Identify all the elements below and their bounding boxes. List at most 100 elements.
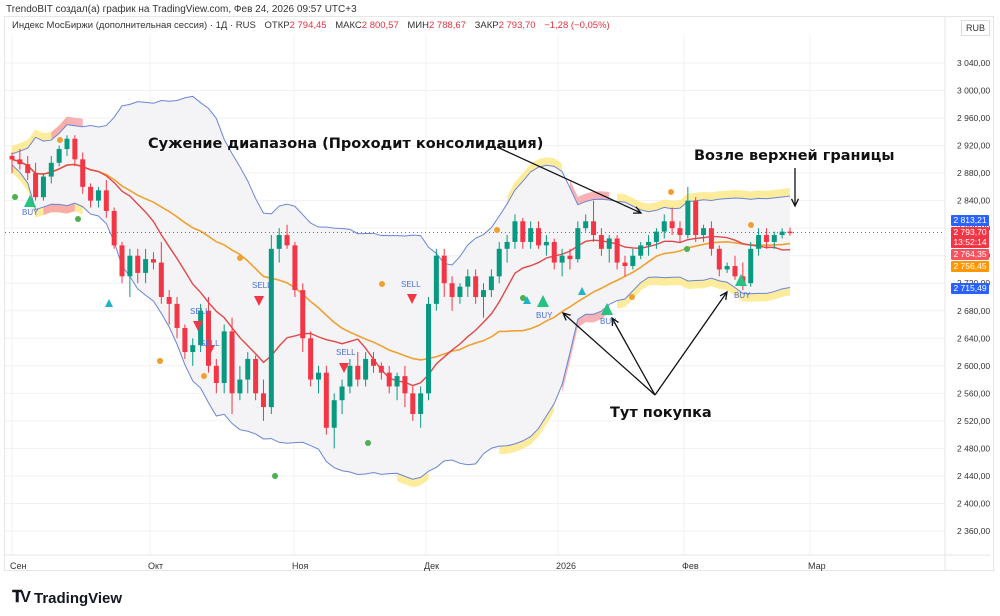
marker-dot-icon: [748, 222, 754, 228]
close-label: ЗАКР: [474, 20, 499, 31]
candle: [119, 245, 125, 277]
arrow-head-icon: [632, 206, 643, 214]
candle: [418, 393, 424, 414]
marker-dot-icon: [365, 440, 371, 446]
candle: [591, 221, 597, 236]
y-tick-label: 2 480,00: [957, 443, 990, 453]
price-tag-value: 2 756,45: [953, 261, 987, 271]
squeeze-zone: [617, 277, 790, 309]
candle: [300, 290, 306, 339]
candle: [315, 372, 321, 380]
candle: [127, 255, 133, 277]
candle: [72, 138, 78, 160]
candle: [378, 365, 384, 373]
candle: [363, 358, 369, 380]
candle: [386, 372, 392, 387]
candle: [339, 386, 345, 401]
sell-signal-icon: [407, 294, 417, 304]
candles: [9, 135, 793, 449]
open-value: 2 794,45: [289, 20, 327, 31]
candle: [135, 255, 141, 273]
price-tag: 2 756,45: [951, 261, 989, 272]
brand-name: TradingView: [33, 589, 123, 607]
candle: [103, 190, 109, 211]
candle: [583, 221, 589, 229]
candle: [606, 238, 612, 249]
buy-signal-icon: [537, 295, 549, 307]
candle: [33, 173, 39, 198]
candle: [205, 310, 211, 366]
candle: [198, 310, 204, 346]
candle: [520, 221, 526, 242]
marker-dot-icon: [12, 194, 18, 200]
sell-label: SELL: [336, 348, 356, 357]
price-tag-value: 2 793,70: [953, 227, 987, 237]
candle: [56, 149, 62, 163]
candle: [111, 210, 117, 246]
price-tag: 2 793,70 13:52:14: [951, 227, 989, 248]
price-tag: 2 813,21: [951, 215, 989, 226]
candle: [724, 266, 730, 270]
sell-label: SELL: [401, 280, 421, 289]
arrow-head-icon: [719, 290, 728, 301]
candle: [504, 241, 510, 249]
buy-signal-icon: [735, 274, 747, 286]
candle: [630, 255, 636, 267]
buy-signal-icon: [601, 303, 613, 315]
candle: [190, 345, 196, 353]
candle: [276, 235, 282, 249]
low-label: МИН: [407, 20, 429, 31]
y-tick-label: 2 960,00: [957, 113, 990, 123]
candle: [40, 176, 46, 198]
candle: [701, 228, 707, 236]
y-tick-label: 2 600,00: [957, 361, 990, 371]
candle: [158, 262, 164, 297]
candle: [268, 248, 274, 408]
candle: [402, 376, 408, 394]
candle: [473, 276, 479, 297]
y-tick-label: 2 680,00: [957, 306, 990, 316]
candle: [182, 327, 188, 353]
candle: [229, 331, 235, 394]
sell-signal-icon: [193, 321, 203, 331]
candle: [748, 248, 754, 284]
buy-signal-icon: [24, 195, 36, 207]
candle: [638, 245, 644, 256]
candle: [441, 255, 447, 284]
y-tick-label: 2 520,00: [957, 416, 990, 426]
marker-dot-icon: [57, 137, 63, 143]
marker-dot-icon: [272, 473, 278, 479]
sell-signal-icon: [339, 363, 349, 373]
candle: [771, 235, 777, 242]
marker-dot-icon: [75, 216, 81, 222]
candle: [25, 164, 31, 174]
candle: [716, 248, 722, 270]
tradingview-brand[interactable]: 𝐓V TradingView: [12, 589, 122, 607]
x-tick-label: 2026: [556, 561, 577, 571]
marker-dot-icon: [157, 358, 163, 364]
buy-label: BUY: [734, 291, 751, 300]
annotation-arrow: [611, 317, 656, 396]
candle: [512, 221, 518, 242]
candle: [449, 283, 455, 297]
candle: [575, 228, 581, 260]
squeeze-zone: [51, 116, 83, 141]
candle: [653, 231, 659, 242]
candle: [260, 393, 266, 408]
annotation-near-upper: Возле верхней границы: [694, 148, 895, 164]
ma-fast-line: [11, 158, 791, 387]
x-tick-label: Мар: [808, 561, 826, 571]
candle: [543, 241, 549, 246]
squeeze-zone: [43, 203, 75, 216]
candle: [646, 241, 652, 246]
squeeze-zone: [499, 403, 555, 455]
currency-button[interactable]: RUB: [960, 20, 990, 36]
marker-dot-icon: [668, 189, 674, 195]
price-tag: 2 715,49: [951, 283, 989, 294]
x-tick-label: Окт: [148, 561, 164, 571]
candle: [80, 159, 86, 187]
countdown-timer: 13:52:14: [953, 237, 987, 247]
sell-label: SELL: [190, 307, 210, 316]
sell-signal-icon: [254, 296, 264, 306]
